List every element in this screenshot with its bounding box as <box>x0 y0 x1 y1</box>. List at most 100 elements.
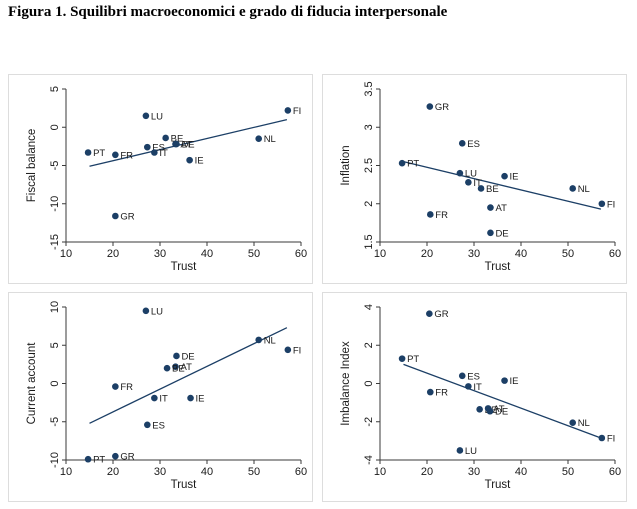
point-label-lu: LU <box>151 306 163 317</box>
point-label-it: IT <box>159 394 168 405</box>
point-label-it: IT <box>159 148 168 159</box>
point-label-es: ES <box>467 139 480 150</box>
y-tick-label: 2 <box>363 201 375 207</box>
point-label-ie: IE <box>196 394 205 405</box>
panel-frame <box>8 292 313 502</box>
data-point-lu <box>142 112 150 120</box>
y-tick-label: 0 <box>49 124 61 130</box>
y-tick-label: 2.5 <box>363 158 375 173</box>
panel-frame <box>322 292 627 502</box>
data-point-it <box>465 383 472 390</box>
point-label-es: ES <box>152 420 165 431</box>
point-label-be: BE <box>171 133 184 144</box>
x-tick-label: 50 <box>562 248 574 260</box>
y-tick-label: 5 <box>49 342 61 348</box>
y-tick-label: 3.5 <box>363 81 375 96</box>
point-label-fr: FR <box>435 388 448 399</box>
y-tick-label: 1.5 <box>363 234 375 249</box>
x-tick-label: 30 <box>468 466 480 478</box>
data-point-ie <box>501 172 508 180</box>
y-axis-label: Fiscal balance <box>26 129 38 203</box>
x-tick-label: 10 <box>60 466 72 478</box>
point-label-lu: LU <box>151 111 163 122</box>
point-label-de: DE <box>495 228 508 239</box>
fit-line <box>89 118 288 167</box>
point-label-pt: PT <box>407 159 419 170</box>
x-tick-label: 40 <box>515 466 527 478</box>
point-label-lu: LU <box>465 169 477 180</box>
chart-panel-2: 10 20 30 40 50 60 3.5 3 2.5 2 1.5 Trust Inflation GR E… <box>322 74 627 284</box>
data-point-de <box>173 140 180 148</box>
x-axis-label: Trust <box>485 479 512 491</box>
point-label-de: DE <box>181 140 194 151</box>
data-point-pt <box>84 149 92 156</box>
data-point-lu <box>142 307 150 315</box>
point-label-nl: NL <box>578 418 590 429</box>
y-tick-label: -4 <box>363 455 375 465</box>
data-point-gr <box>112 212 119 220</box>
data-point-ie <box>186 156 193 164</box>
x-tick-label: 60 <box>295 466 307 478</box>
data-point-fr <box>112 383 119 390</box>
y-tick-label: 4 <box>363 304 375 310</box>
data-point-be <box>163 364 171 372</box>
x-tick-label: 60 <box>609 466 621 478</box>
y-tick-label: -5 <box>49 417 61 427</box>
data-point-fi <box>284 107 292 114</box>
x-tick-label: 30 <box>154 248 166 260</box>
point-label-lu: LU <box>465 446 477 457</box>
point-label-es: ES <box>467 371 480 382</box>
y-tick-label: 5 <box>49 86 61 92</box>
x-tick-label: 20 <box>421 466 433 478</box>
data-point-at <box>487 204 494 211</box>
x-tick-label: 10 <box>374 248 386 260</box>
y-tick-label: 10 <box>49 301 61 313</box>
point-label-nl: NL <box>578 184 590 195</box>
point-label-at: AT <box>181 140 193 151</box>
point-label-fr: FR <box>435 210 448 221</box>
point-label-at: AT <box>495 203 507 214</box>
point-label-fr: FR <box>120 382 133 393</box>
fit-line <box>89 327 288 424</box>
x-tick-label: 50 <box>248 248 260 260</box>
data-point-it <box>465 179 472 186</box>
point-label-fi: FI <box>293 345 301 356</box>
x-tick-label: 30 <box>154 466 166 478</box>
x-tick-label: 30 <box>468 248 480 260</box>
x-tick-label: 40 <box>515 248 527 260</box>
data-point-gr <box>426 310 433 317</box>
data-point-it <box>151 149 158 156</box>
data-point-fr <box>426 388 434 396</box>
data-point-es <box>144 421 151 429</box>
data-point-es <box>144 143 151 151</box>
data-point-it <box>151 394 158 402</box>
data-point-ie <box>501 377 508 384</box>
x-tick-label: 60 <box>609 248 621 260</box>
x-tick-label: 10 <box>374 466 386 478</box>
x-tick-label: 60 <box>295 248 307 260</box>
data-point-nl <box>255 135 262 143</box>
data-point-fi <box>284 346 292 354</box>
y-tick-label: -15 <box>49 234 61 250</box>
x-tick-label: 50 <box>248 466 260 478</box>
data-point-fi <box>598 434 606 442</box>
data-point-be <box>477 185 485 192</box>
data-point-pt <box>398 159 406 167</box>
y-tick-label: -10 <box>49 196 61 212</box>
data-point-lu <box>456 447 464 454</box>
point-label-at: AT <box>181 362 193 373</box>
data-point-de <box>173 352 180 360</box>
point-label-nl: NL <box>264 335 276 346</box>
point-label-it: IT <box>473 178 482 189</box>
y-axis-label: Imbalance Index <box>340 341 352 426</box>
y-axis-label: Current account <box>26 342 38 425</box>
y-tick-label: 0 <box>49 380 61 386</box>
point-label-be: BE <box>486 184 499 195</box>
fit-line <box>403 161 602 210</box>
x-tick-label: 10 <box>60 248 72 260</box>
point-label-nl: NL <box>264 134 276 145</box>
